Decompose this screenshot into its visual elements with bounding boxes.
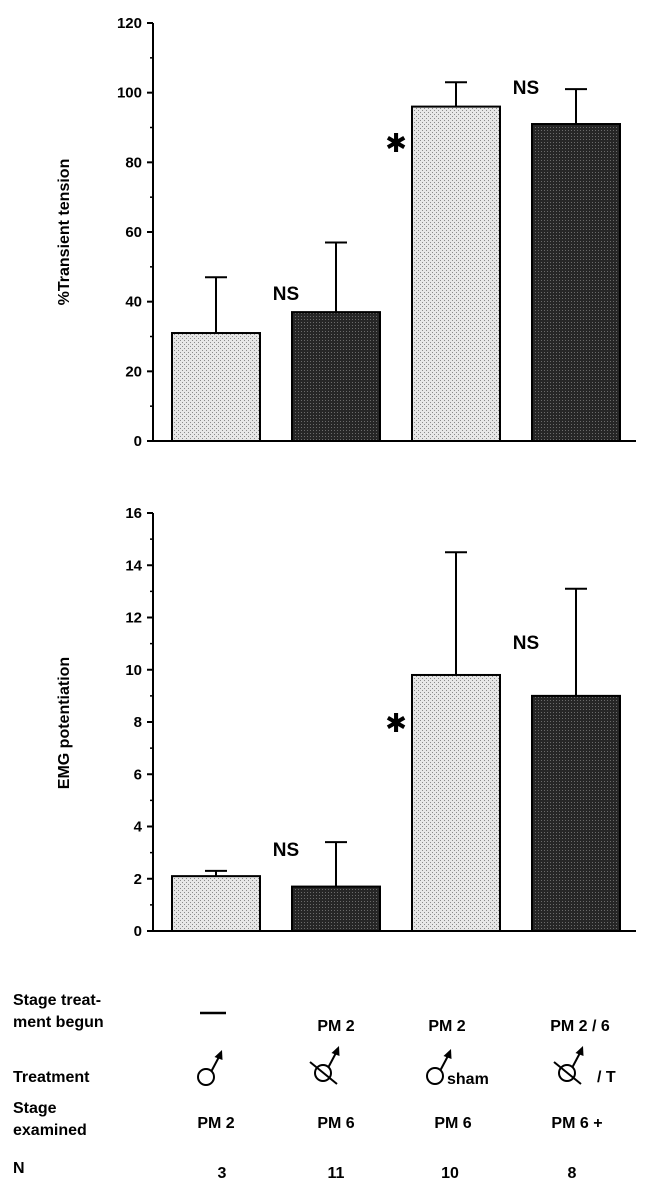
chart1-tick-label: 0 [134,433,142,450]
chart2-tick-label: 8 [134,714,142,731]
col2-stage-begun: PM 2 [317,1018,354,1035]
chart1-tick-label: 40 [125,294,142,311]
col1-stage-examined: PM 2 [197,1115,234,1132]
chart2-tick-label: 14 [125,557,142,574]
chart2-bar-2 [291,885,381,933]
chart2-bar-3 [411,673,501,932]
row-label-n: N [13,1160,25,1177]
row-label-stage-begun-1: Stage treat- [13,992,101,1009]
row-label-stage-begun-2: ment begun [13,1014,104,1031]
chart1-annotation-2: ✱ [385,128,407,158]
row-label-stage-examined-1: Stage [13,1100,57,1117]
col4-castrated-male-icon [553,1046,584,1085]
chart1-tick-label: 120 [117,15,142,32]
col3-treatment-suffix: sham [447,1071,489,1088]
chart2-annotation-3: NS [513,633,539,654]
chart1-annotation-3: NS [513,78,539,99]
col3-stage-begun: PM 2 [428,1018,465,1035]
chart2-tick-label: 2 [134,871,142,888]
chart1-tick-label: 100 [117,85,142,102]
chart2-tick-label: 4 [134,819,143,836]
chart1-tick-label: 80 [125,154,142,171]
col3-n: 10 [441,1165,459,1182]
chart2-ylabel: EMG potentiation [56,657,73,789]
row-label-treatment: Treatment [13,1069,90,1086]
chart1-bar-2 [291,311,381,442]
col4-stage-begun: PM 2 / 6 [550,1018,610,1035]
chart2-annotation-2: ✱ [385,708,407,738]
chart1-tick-label: 60 [125,224,142,241]
chart2-bar-1 [171,875,261,933]
chart2-annotation-1: NS [273,840,299,861]
chart2-tick-label: 6 [134,766,142,783]
chart2-tick-label: 12 [125,610,142,627]
row-label-stage-examined-2: examined [13,1122,87,1139]
chart1-bar-1 [171,332,261,442]
col2-n: 11 [328,1165,345,1182]
col2-stage-examined: PM 6 [317,1115,354,1132]
chart1-bar-4 [531,123,621,443]
col3-male-icon [426,1049,452,1085]
col4-stage-examined: PM 6 + [551,1115,602,1132]
col4-treatment-suffix: / T [597,1069,616,1086]
col1-male-icon [197,1050,223,1086]
col4-n: 8 [568,1165,577,1182]
chart1-annotation-1: NS [273,284,299,305]
col1-n: 3 [218,1165,227,1182]
charts-layer: 0 20 40 60 80 100 120 NS ✱ NS 0 2 4 6 8 10 12 14 16 NS ✱ NS [117,15,636,940]
chart1-tick-label: 20 [125,363,142,380]
chart2-tick-label: 10 [125,662,142,679]
chart1-ylabel: %Transient tension [56,159,73,306]
chart2-tick-label: 16 [125,505,142,522]
chart1-bar-3 [411,105,501,442]
col3-stage-examined: PM 6 [434,1115,471,1132]
chart2-tick-label: 0 [134,923,142,940]
col2-castrated-male-icon [309,1046,340,1085]
chart2-bar-4 [531,694,621,932]
